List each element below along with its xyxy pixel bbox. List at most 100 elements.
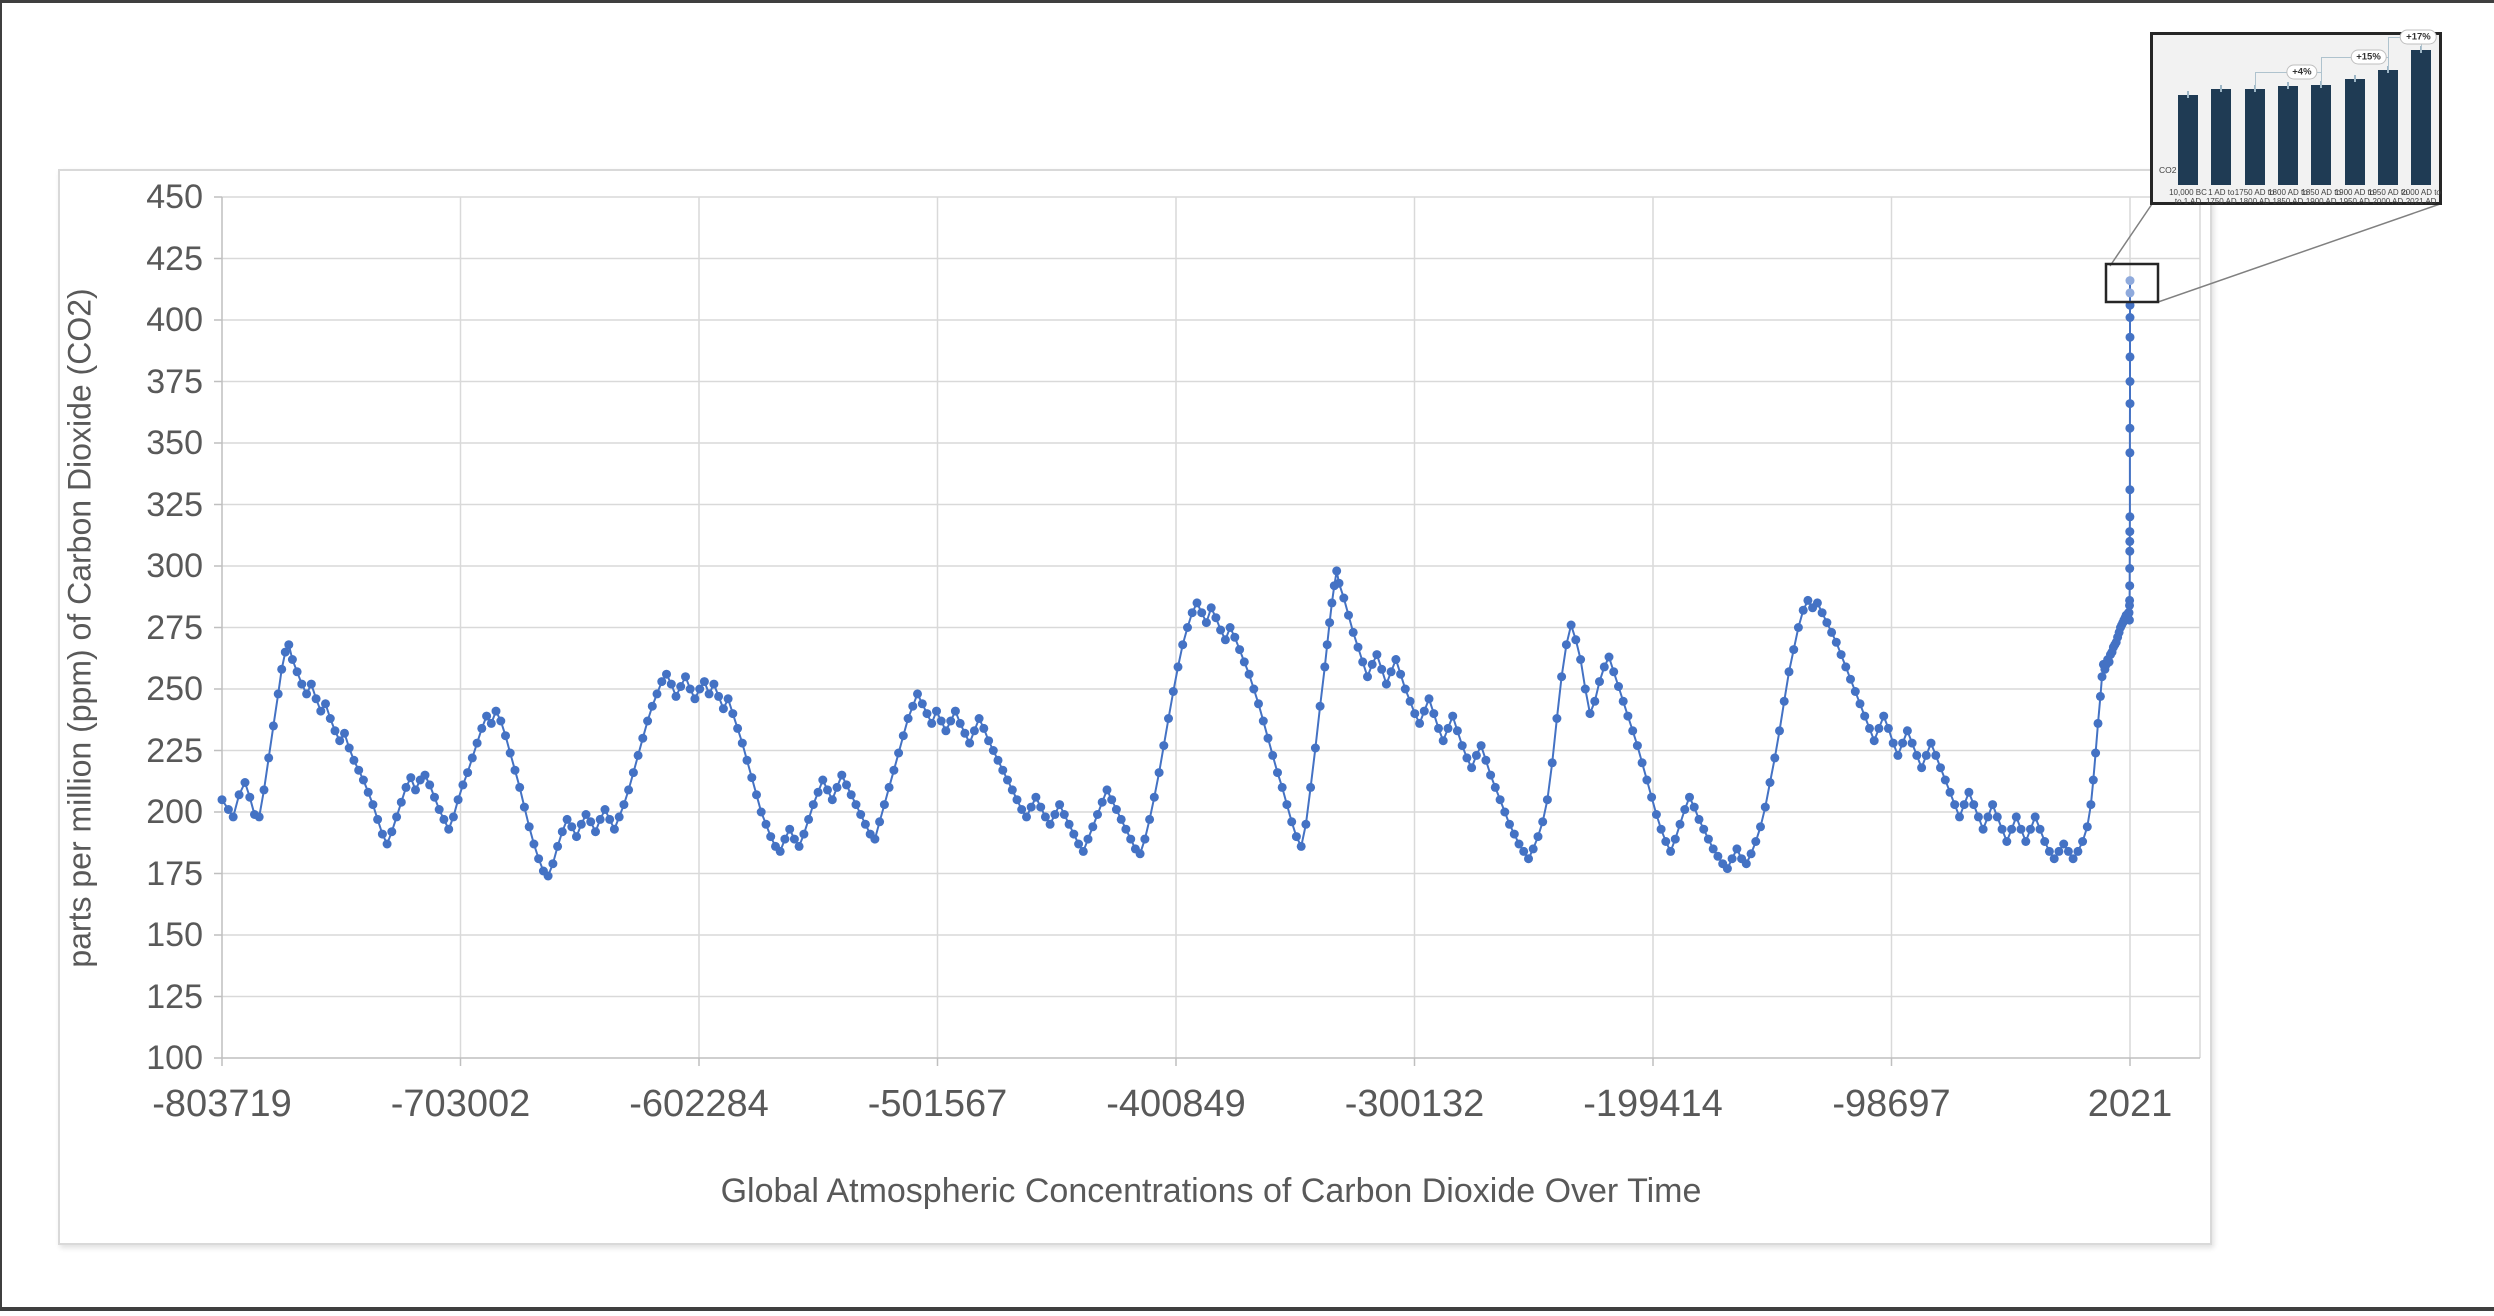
data-point-marker [1978, 824, 1988, 834]
data-point-marker [1817, 608, 1827, 618]
data-point-marker [1467, 763, 1477, 773]
data-point-marker [813, 787, 823, 797]
data-point-marker [1220, 635, 1230, 645]
data-point-marker [1097, 797, 1107, 807]
data-point-marker [969, 726, 979, 736]
data-point-marker [1396, 669, 1406, 679]
data-point-marker [444, 824, 454, 834]
data-point-marker [1168, 687, 1178, 696]
inset-bar-label: 2000 AD to 2021 AD [2401, 188, 2441, 206]
data-point-marker [832, 782, 842, 792]
data-point-marker [2059, 839, 2069, 849]
data-point-marker [799, 829, 809, 839]
data-point-marker [458, 780, 468, 790]
data-point-marker [1675, 819, 1685, 829]
data-point-marker [1552, 714, 1562, 723]
data-point-marker [2095, 691, 2105, 701]
data-point-marker [2125, 564, 2135, 573]
data-point-marker [766, 832, 776, 842]
data-point-marker [1850, 687, 1860, 696]
data-point-marker [472, 738, 482, 748]
data-point-marker [268, 721, 278, 731]
data-point-marker [529, 839, 539, 849]
data-point-marker [2002, 837, 2012, 846]
data-point-marker [373, 814, 383, 824]
data-point-marker [619, 800, 629, 810]
data-point-marker [1315, 701, 1325, 711]
data-point-marker [894, 748, 904, 758]
data-point-marker [1149, 792, 1159, 802]
data-point-marker [1310, 743, 1320, 753]
inset-bracket-line [2387, 36, 2389, 70]
data-point-marker [2104, 657, 2114, 667]
data-point-marker [430, 792, 439, 802]
data-point-marker [856, 810, 866, 819]
data-point-marker [477, 723, 487, 733]
data-point-marker [1424, 694, 1434, 704]
data-point-marker [2044, 846, 2054, 856]
data-point-marker [1893, 750, 1903, 760]
data-point-marker [1327, 598, 1337, 608]
data-point-marker [827, 795, 837, 805]
y-tick-label: 400 [146, 301, 203, 339]
data-point-marker [434, 805, 444, 814]
data-point-marker [1614, 682, 1623, 691]
data-point-marker [756, 807, 766, 817]
data-point-marker [1708, 844, 1718, 854]
data-point-marker [406, 773, 416, 783]
data-point-marker [1770, 753, 1780, 763]
data-point-marker [974, 714, 984, 723]
data-point-marker [524, 822, 534, 832]
data-point-marker [889, 765, 899, 775]
data-point-marker [1964, 787, 1974, 797]
data-point-marker [280, 647, 290, 657]
data-point-marker [671, 691, 681, 701]
data-point-marker [624, 785, 634, 795]
data-point-marker [1187, 608, 1197, 618]
data-point-marker [1902, 726, 1912, 736]
data-point-marker [728, 709, 738, 719]
data-point-marker [1931, 750, 1941, 760]
data-point-marker [1495, 795, 1505, 805]
data-point-marker [1642, 775, 1652, 785]
data-point-marker [600, 805, 610, 814]
data-point-marker [2125, 276, 2135, 286]
data-point-marker [519, 802, 529, 812]
data-point-marker [1296, 841, 1306, 851]
data-point-marker [1093, 810, 1102, 819]
data-point-marker [1045, 819, 1055, 829]
data-point-marker [2082, 822, 2092, 832]
data-point-marker [1225, 623, 1235, 632]
data-point-marker [1410, 709, 1420, 719]
inset-bar [2377, 69, 2398, 185]
data-point-marker [1126, 834, 1136, 844]
data-point-marker [1623, 711, 1633, 721]
data-point-marker [1069, 829, 1079, 839]
data-point-marker [1301, 819, 1311, 829]
data-point-marker [690, 694, 700, 704]
data-point-marker [392, 812, 402, 822]
data-point-marker [723, 694, 733, 704]
data-point-marker [1363, 672, 1372, 682]
data-point-marker [287, 655, 297, 664]
data-point-marker [761, 819, 771, 829]
data-point-marker [1566, 620, 1576, 630]
data-point-marker [1798, 605, 1808, 615]
inset-bar-label: 10,000 BC to 1 AD [2169, 188, 2207, 206]
data-point-marker [657, 677, 667, 687]
data-point-marker [2063, 846, 2073, 856]
y-tick-label: 450 [146, 178, 203, 216]
data-point-marker [1666, 846, 1676, 856]
data-point-marker [851, 800, 861, 810]
data-point-marker [1457, 741, 1467, 751]
data-point-marker [628, 768, 638, 778]
data-point-marker [932, 706, 941, 716]
data-point-marker [950, 706, 960, 716]
y-tick-label: 300 [146, 547, 203, 585]
data-point-marker [1547, 758, 1557, 768]
data-point-marker [1273, 768, 1282, 778]
data-point-marker [955, 718, 965, 728]
chart-object-frame[interactable] [58, 169, 2212, 1245]
